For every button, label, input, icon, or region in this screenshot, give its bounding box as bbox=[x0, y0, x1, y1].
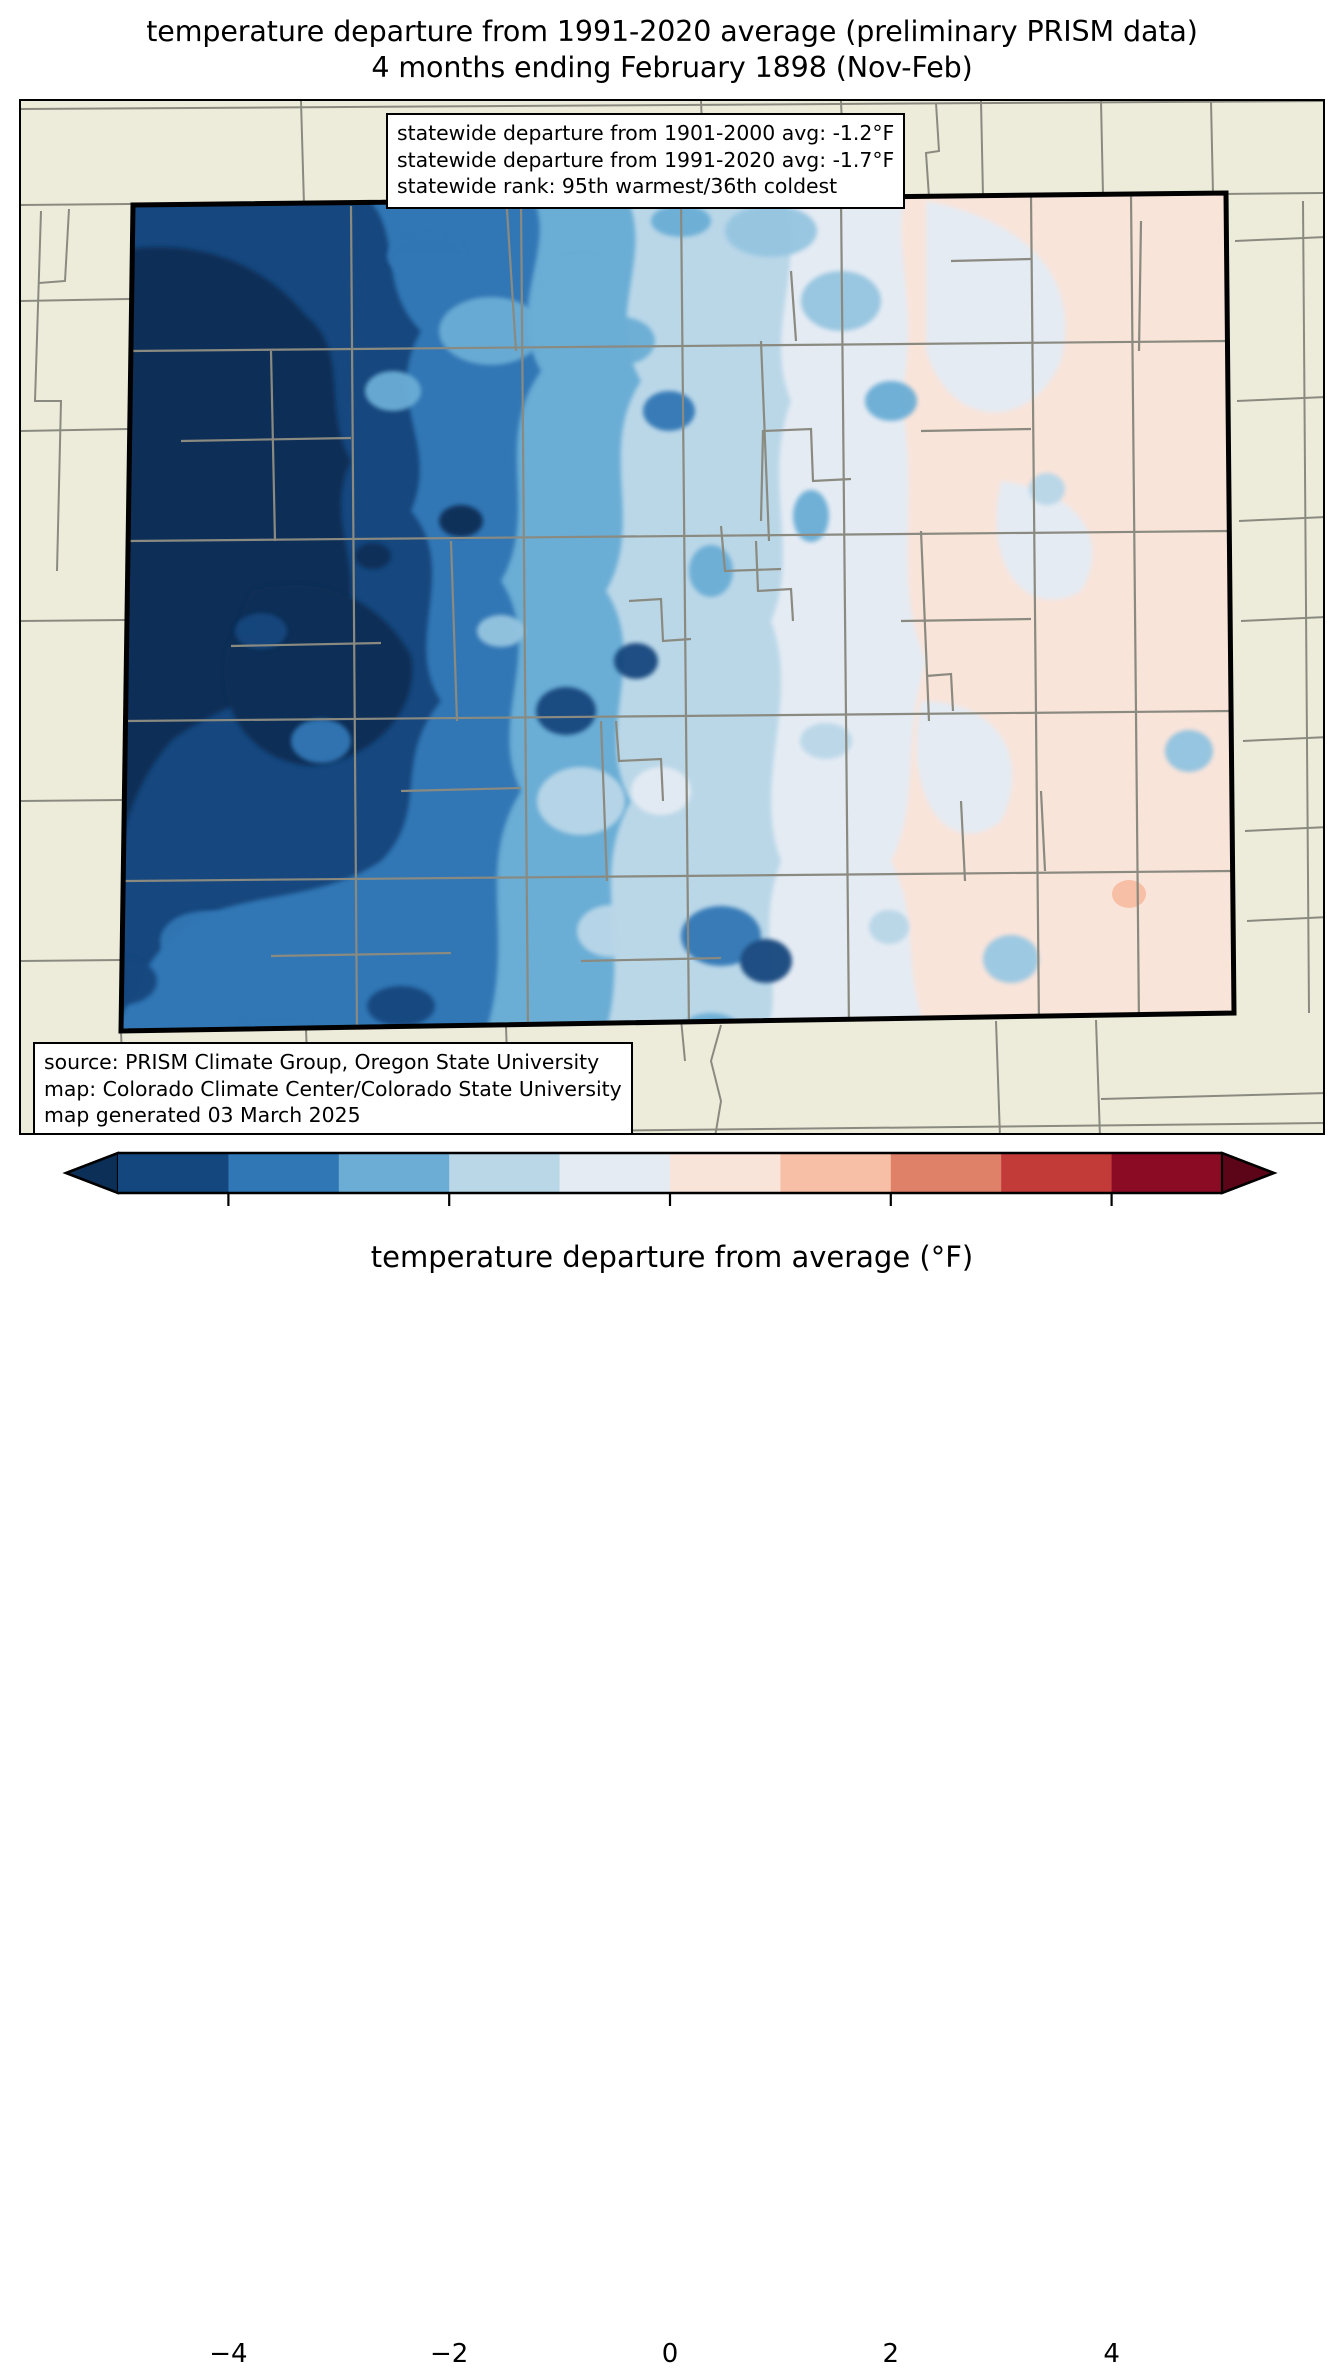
stats-line-3: statewide rank: 95th warmest/36th coldes… bbox=[397, 174, 838, 199]
title-line-2: 4 months ending February 1898 (Nov-Feb) bbox=[371, 51, 973, 85]
colorbar-over-arrow bbox=[1220, 1151, 1278, 1195]
source-line-2: map: Colorado Climate Center/Colorado St… bbox=[44, 1076, 622, 1101]
colorbar-tick-label-4: 4 bbox=[1103, 2339, 1120, 2369]
map-canvas bbox=[21, 101, 1323, 1133]
source-line-3: map generated 03 March 2025 bbox=[44, 1103, 361, 1128]
colorbar-band-6[interactable] bbox=[780, 1153, 892, 1193]
temperature-field bbox=[121, 193, 1234, 1031]
colorbar-band-1[interactable] bbox=[228, 1153, 340, 1193]
title-line-1: temperature departure from 1991-2020 ave… bbox=[146, 15, 1198, 48]
colorbar-outline bbox=[62, 1151, 1278, 1195]
map-panel[interactable]: statewide departure from 1901-2000 avg: … bbox=[19, 99, 1325, 1135]
colorbar-band-7[interactable] bbox=[890, 1153, 1002, 1193]
colorbar-tick-label-1: −2 bbox=[430, 2339, 469, 2369]
colorbar-band-5[interactable] bbox=[670, 1153, 781, 1193]
colorbar-band-8[interactable] bbox=[1001, 1153, 1113, 1193]
colorbar-band-4[interactable] bbox=[559, 1153, 671, 1193]
source-line-1: source: PRISM Climate Group, Oregon Stat… bbox=[44, 1050, 600, 1074]
colorbar-tick-label-3: 2 bbox=[882, 2339, 900, 2369]
colorbar-band-0[interactable] bbox=[118, 1153, 229, 1193]
statewide-stats-box: statewide departure from 1901-2000 avg: … bbox=[386, 113, 906, 209]
stats-line-1: statewide departure from 1901-2000 avg: … bbox=[397, 121, 895, 145]
colorbar-band-2[interactable] bbox=[338, 1153, 450, 1193]
colorbar-tick-label-2: 0 bbox=[661, 2339, 679, 2369]
colorbar-bands[interactable] bbox=[62, 1151, 1278, 1195]
colorbar-band-3[interactable] bbox=[449, 1153, 561, 1193]
colorbar-ticks bbox=[227, 1193, 1113, 1206]
colorbar[interactable]: −4 −2 0 2 4 bbox=[0, 1143, 1344, 2369]
colorbar-band-9[interactable] bbox=[1111, 1153, 1223, 1193]
colorbar-under-arrow bbox=[62, 1151, 120, 1195]
source-credits-box: source: PRISM Climate Group, Oregon Stat… bbox=[33, 1042, 633, 1133]
county-borders bbox=[123, 193, 1234, 1031]
colorbar-title: temperature departure from average (°F) bbox=[370, 1240, 974, 1274]
stats-line-2: statewide departure from 1991-2020 avg: … bbox=[397, 147, 895, 172]
colorbar-tick-label-0: −4 bbox=[209, 2339, 248, 2369]
page-title: temperature departure from 1991-2020 ave… bbox=[0, 14, 1344, 87]
colorbar-canvas bbox=[62, 1151, 1278, 1206]
